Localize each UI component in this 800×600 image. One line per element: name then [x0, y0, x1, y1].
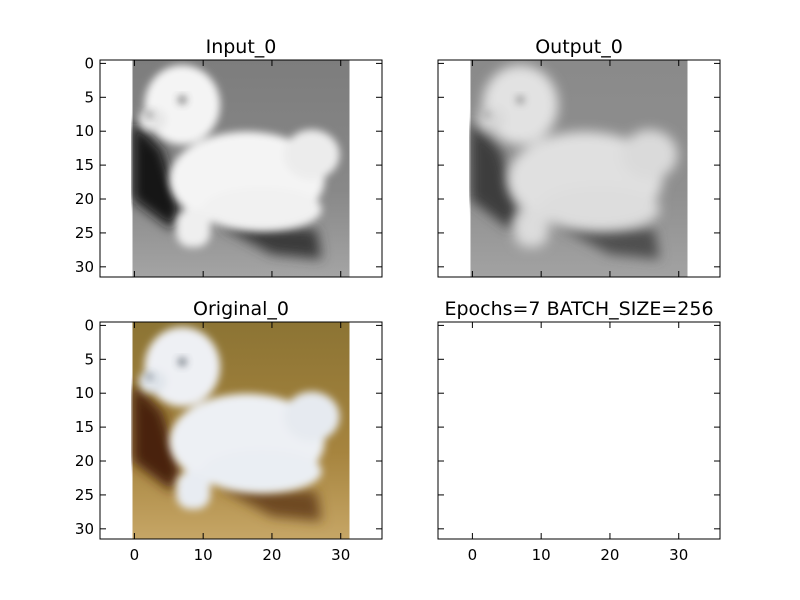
x-tick-label: 10	[194, 546, 213, 564]
x-tick-label: 0	[468, 546, 478, 564]
y-tick-label: 25	[75, 486, 94, 504]
subplots: 0 5 10 15 20 25 30 Input_0 Output_0 0 10 20 30 0 5 10 15…	[75, 36, 721, 564]
axes-frame	[99, 59, 383, 278]
y-tick-label: 25	[75, 224, 94, 242]
axes-frame	[437, 321, 721, 540]
subplot-output-0: Output_0	[437, 36, 721, 278]
x-tick-label: 20	[600, 546, 619, 564]
axes-frame	[99, 321, 383, 540]
y-tick-label: 30	[75, 258, 94, 276]
y-tick-label: 15	[75, 156, 94, 174]
y-tick-label: 20	[75, 452, 94, 470]
subplot-title: Original_0	[193, 298, 289, 320]
subplot-title: Epochs=7 BATCH_SIZE=256	[444, 298, 713, 320]
subplot-title: Input_0	[206, 36, 277, 58]
y-tick-label: 0	[84, 316, 94, 334]
subplot-epochs-7-batch-size-256: 0 10 20 30 Epochs=7 BATCH_SIZE=256	[437, 298, 721, 564]
image-input-0	[133, 60, 350, 277]
y-tick-label: 20	[75, 190, 94, 208]
x-tick-label: 20	[262, 546, 281, 564]
x-tick-label: 30	[669, 546, 688, 564]
y-tick-label: 30	[75, 520, 94, 538]
y-tick-label: 5	[84, 88, 94, 106]
axes-frame	[437, 59, 721, 278]
x-tick-label: 30	[331, 546, 350, 564]
subplot-original-0: 0 10 20 30 0 5 10 15 20 25 30 Original_0	[75, 298, 383, 564]
subplot-input-0: 0 5 10 15 20 25 30 Input_0	[75, 36, 383, 278]
image-output-0	[471, 60, 688, 277]
y-tick-label: 10	[75, 122, 94, 140]
y-tick-label: 0	[84, 54, 94, 72]
y-tick-label: 10	[75, 384, 94, 402]
subplot-title: Output_0	[535, 36, 623, 58]
y-tick-label: 5	[84, 350, 94, 368]
y-tick-label: 15	[75, 418, 94, 436]
x-tick-label: 10	[532, 546, 551, 564]
x-tick-label: 0	[130, 546, 140, 564]
image-original-0	[133, 322, 350, 539]
